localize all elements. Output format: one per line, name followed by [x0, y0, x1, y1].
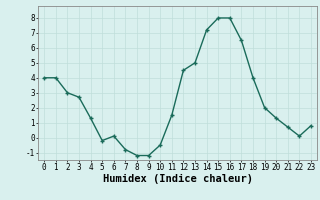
X-axis label: Humidex (Indice chaleur): Humidex (Indice chaleur) — [103, 174, 252, 184]
